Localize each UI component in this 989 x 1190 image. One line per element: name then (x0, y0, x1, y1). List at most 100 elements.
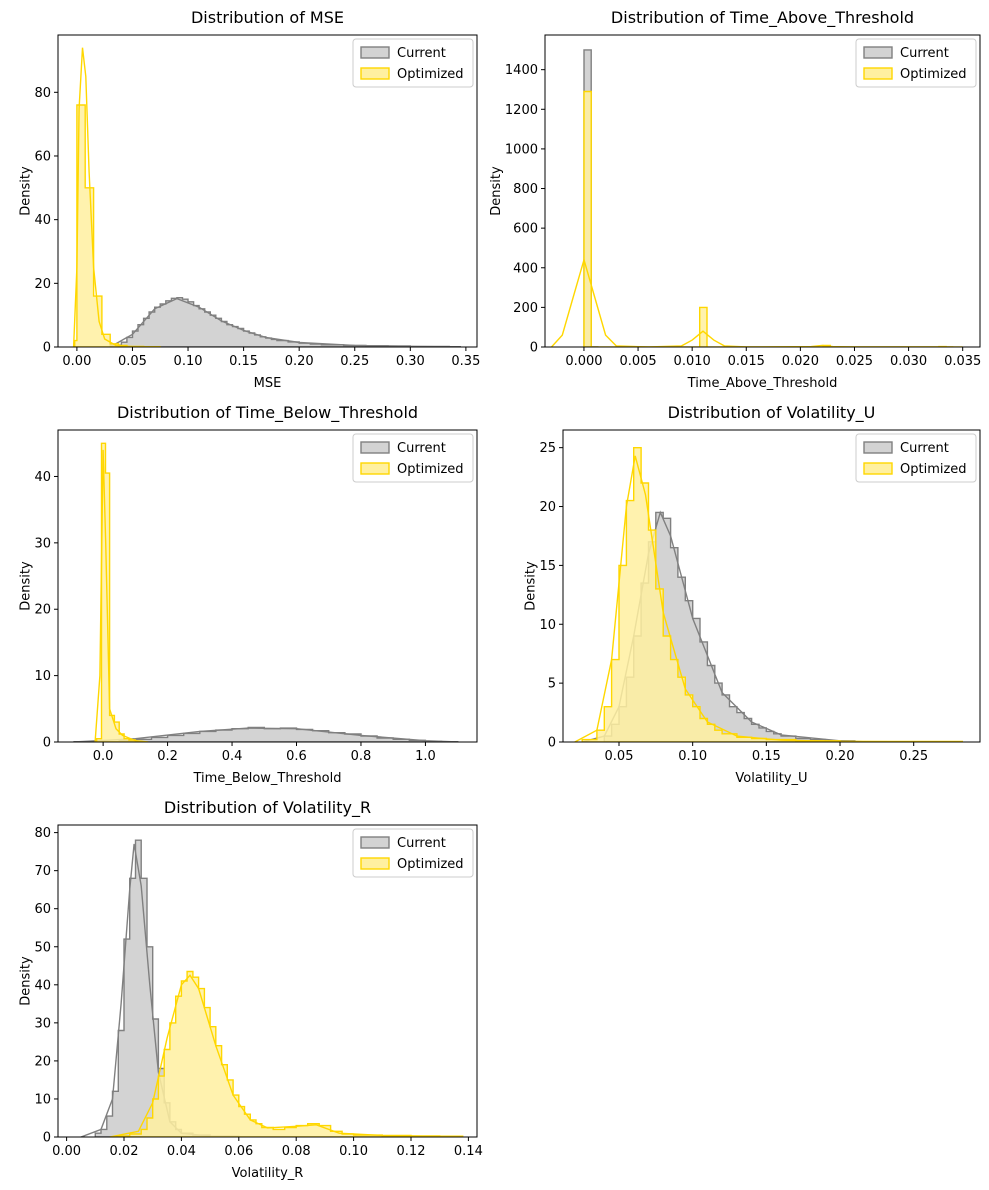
plot-area (550, 49, 963, 347)
plot-area (80, 839, 464, 1137)
legend-swatch-current (863, 46, 893, 59)
legend: Current Optimized (352, 433, 474, 483)
legend-swatch-current (863, 441, 893, 454)
legend-label-current: Current (397, 836, 446, 851)
legend-label-optimized: Optimized (900, 67, 967, 82)
y-tick-label: 0 (530, 341, 538, 356)
y-axis-label: Density (19, 561, 34, 611)
x-tick-label: 0.025 (836, 354, 873, 369)
legend-swatch-optimized (360, 67, 390, 80)
x-tick-label: 0.04 (167, 1144, 196, 1159)
y-tick-label: 40 (34, 213, 51, 228)
y-tick-label: 0 (548, 736, 556, 751)
series-optimized (109, 970, 464, 1137)
y-tick-label: 10 (34, 669, 51, 684)
kde-line-optimized (574, 455, 963, 742)
x-tick-label: 0.35 (451, 354, 480, 369)
subplot-2: 0.000 0.005 0.010 0.015 0.020 0.025 0.030 0.035… (489, 8, 981, 391)
kde-line-current (74, 727, 458, 742)
x-tick-label: 0.30 (396, 354, 425, 369)
x-tick-label: 0.06 (224, 1144, 253, 1159)
series-optimized (94, 442, 149, 742)
y-axis-label: Density (19, 166, 34, 216)
legend: Current Optimized (855, 433, 977, 483)
y-axis-label: Density (489, 166, 504, 216)
subplot-3: 0.0 0.2 0.4 0.6 0.8 1.0 0 10 20 30 40 Distribution … (19, 403, 478, 786)
x-axis-label: Time_Below_Threshold (193, 771, 342, 786)
y-tick-label: 20 (539, 500, 556, 515)
x-tick-label: 0.12 (397, 1144, 426, 1159)
plot-area (72, 47, 461, 347)
y-tick-label: 0 (43, 1131, 51, 1146)
y-tick-label: 1200 (505, 103, 538, 118)
legend-swatch-optimized (360, 857, 390, 870)
histogram-optimized (96, 442, 143, 742)
subplot-4: 0.05 0.10 0.15 0.20 0.25 0 5 10 15 20 25 Distributi… (524, 403, 981, 786)
x-tick-label: 0.02 (110, 1144, 139, 1159)
subplot-title: Distribution of Volatility_R (164, 798, 371, 818)
x-tick-label: 0.14 (454, 1144, 483, 1159)
x-tick-label: 0.15 (752, 749, 781, 764)
y-tick-label: 15 (539, 559, 556, 574)
x-tick-label: 0.15 (229, 354, 258, 369)
y-tick-label: 20 (34, 1054, 51, 1069)
y-tick-label: 60 (34, 902, 51, 917)
x-tick-label: 0.8 (351, 749, 372, 764)
y-tick-label: 70 (34, 864, 51, 879)
subplot-5: 0.00 0.02 0.04 0.06 0.08 0.10 0.12 0.14 0 10 20 30 4… (19, 798, 483, 1181)
legend-label-optimized: Optimized (397, 462, 464, 477)
series-current (73, 726, 459, 742)
x-tick-label: 0.015 (728, 354, 765, 369)
series-optimized (574, 447, 963, 742)
y-tick-label: 80 (34, 826, 51, 841)
axes-frame (544, 34, 981, 348)
kde-line-current (109, 297, 461, 347)
series-optimized (550, 90, 963, 347)
x-tick-label: 0.05 (118, 354, 147, 369)
axes-frame (57, 34, 478, 348)
y-tick-label: 25 (539, 441, 556, 456)
histogram-optimized (117, 970, 464, 1137)
y-tick-label: 400 (513, 261, 538, 276)
x-tick-label: 0.05 (605, 749, 634, 764)
legend-label-optimized: Optimized (397, 857, 464, 872)
x-tick-label: 0.000 (565, 354, 602, 369)
y-tick-label: 20 (34, 277, 51, 292)
x-tick-label: 0.6 (286, 749, 307, 764)
y-tick-label: 0 (43, 341, 51, 356)
y-tick-label: 10 (539, 618, 556, 633)
x-tick-label: 0.10 (174, 354, 203, 369)
x-tick-label: 0.10 (339, 1144, 368, 1159)
subplot-title: Distribution of Time_Below_Threshold (117, 403, 418, 423)
x-tick-label: 0.020 (782, 354, 819, 369)
x-tick-label: 0.4 (222, 749, 243, 764)
y-tick-label: 600 (513, 222, 538, 237)
x-tick-label: 0.10 (678, 749, 707, 764)
x-axis-label: MSE (254, 376, 282, 391)
x-tick-label: 0.0 (93, 749, 114, 764)
x-tick-label: 0.20 (826, 749, 855, 764)
subplot-title: Distribution of Volatility_U (668, 403, 876, 423)
x-tick-label: 0.035 (944, 354, 981, 369)
y-tick-label: 200 (513, 301, 538, 316)
series-optimized (72, 47, 161, 347)
legend-swatch-optimized (863, 462, 893, 475)
y-tick-label: 30 (34, 536, 51, 551)
histogram-optimized (583, 90, 954, 347)
x-tick-label: 0.00 (62, 354, 91, 369)
x-tick-label: 0.20 (285, 354, 314, 369)
legend-swatch-optimized (360, 462, 390, 475)
x-axis-label: Volatility_U (735, 771, 807, 786)
x-tick-label: 0.2 (157, 749, 178, 764)
x-tick-label: 0.005 (619, 354, 656, 369)
y-tick-label: 1400 (505, 63, 538, 78)
legend-swatch-current (360, 441, 390, 454)
series-current (109, 297, 461, 347)
subplot-title: Distribution of MSE (191, 8, 344, 27)
legend-label-optimized: Optimized (397, 67, 464, 82)
legend-label-current: Current (900, 441, 949, 456)
y-axis-label: Density (19, 956, 34, 1006)
y-tick-label: 60 (34, 149, 51, 164)
x-tick-label: 0.08 (282, 1144, 311, 1159)
